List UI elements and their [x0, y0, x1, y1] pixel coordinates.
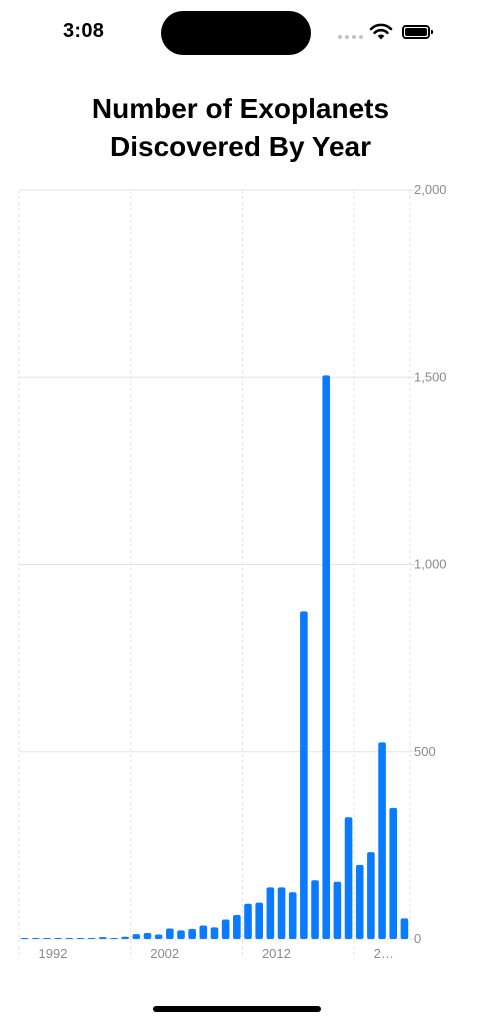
bar-2001 [154, 934, 163, 939]
status-bar: 3:08 [0, 0, 481, 64]
home-indicator[interactable] [153, 1006, 321, 1012]
chart-title-line-1: Number of Exoplanets [91, 93, 390, 124]
x-tick-label: 2… [374, 946, 394, 961]
bar-1999 [132, 934, 141, 939]
bar-2005 [199, 925, 208, 939]
bar-2020 [367, 852, 375, 939]
bar-2018 [344, 817, 353, 939]
bar-2007 [221, 919, 230, 939]
bar-2012 [277, 887, 286, 939]
bar-2022 [389, 807, 398, 939]
bar-2015 [311, 880, 319, 939]
bar-2004 [188, 928, 196, 939]
bar-2011 [266, 887, 275, 939]
y-tick-label: 2,000 [414, 182, 447, 197]
y-tick-label: 1,500 [414, 369, 447, 384]
bar-1992 [54, 938, 62, 939]
bar-2013 [288, 892, 297, 939]
bar-2008 [233, 915, 241, 939]
bar-chart: 2,000 1,500 1,000 500 0 1992 2002 2012 2… [18, 182, 447, 961]
bar-2014 [300, 611, 308, 939]
bar-1990 [31, 938, 40, 939]
bar-2016 [322, 375, 331, 939]
bar-1998 [121, 936, 129, 939]
bar-1996 [98, 937, 107, 939]
wifi-icon [369, 23, 393, 40]
bar-2010 [255, 902, 263, 939]
bar-1989 [20, 938, 29, 939]
battery-icon [402, 25, 433, 39]
bar-2019 [355, 864, 364, 939]
chart-title-line-2: Discovered By Year [110, 131, 371, 162]
bar-2006 [210, 927, 219, 939]
bar-2003 [177, 930, 185, 939]
signal-dots-icon [338, 35, 363, 39]
bar-1994 [76, 938, 85, 939]
x-tick-label: 2002 [150, 946, 179, 961]
chart-title: Number of Exoplanets Discovered By Year [0, 90, 481, 166]
y-tick-label: 1,000 [414, 557, 447, 572]
status-time: 3:08 [63, 20, 105, 42]
bar-2023 [400, 918, 409, 939]
bar-1995 [87, 938, 96, 939]
y-tick-label: 500 [414, 744, 436, 759]
y-tick-label: 0 [414, 931, 421, 946]
bar-2021 [378, 742, 386, 939]
bar-2002 [166, 928, 174, 939]
x-tick-label: 2012 [262, 946, 291, 961]
bar-1993 [65, 938, 74, 939]
bar-1997 [110, 938, 118, 939]
dynamic-island [161, 11, 311, 55]
bar-2009 [244, 903, 252, 939]
bar-1991 [43, 938, 51, 939]
bar-2000 [143, 933, 152, 939]
bar-2017 [333, 881, 342, 939]
x-tick-label: 1992 [39, 946, 68, 961]
